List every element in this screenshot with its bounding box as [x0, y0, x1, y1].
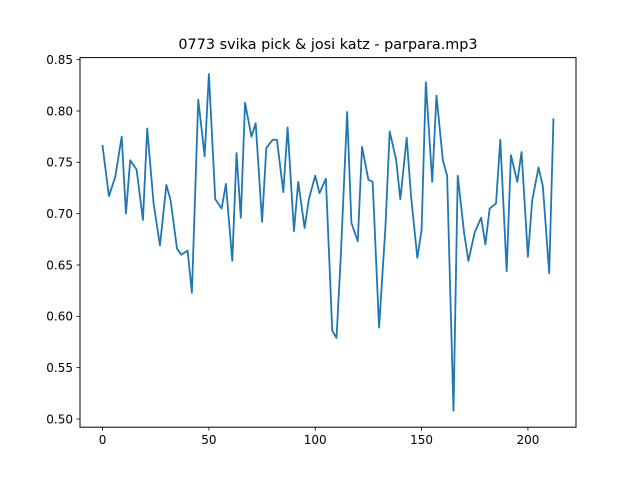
y-tick-label: 0.60 [46, 310, 73, 324]
series-line [101, 73, 555, 412]
y-tick-label: 0.80 [46, 104, 73, 118]
x-tick-label: 50 [201, 433, 216, 447]
x-tick-label: 0 [99, 433, 107, 447]
y-tick-label: 0.85 [46, 53, 73, 67]
y-tick-label: 0.65 [46, 258, 73, 272]
x-tick-label: 150 [410, 433, 433, 447]
y-tick-label: 0.50 [46, 412, 73, 426]
y-tick-label: 0.55 [46, 361, 73, 375]
y-tick-label: 0.70 [46, 207, 73, 221]
y-axis: 0.50 0.55 0.60 0.65 0.70 0.75 0.80 0.85 [46, 53, 80, 426]
y-tick-label: 0.75 [46, 156, 73, 170]
x-tick-label: 200 [516, 433, 539, 447]
series-layer [101, 73, 555, 412]
x-axis: 0 50 100 150 200 [99, 427, 539, 447]
chart-title: 0773 svika pick & josi katz - parpara.mp… [178, 37, 477, 53]
x-tick-label: 100 [304, 433, 327, 447]
plot-area-frame [79, 57, 577, 428]
